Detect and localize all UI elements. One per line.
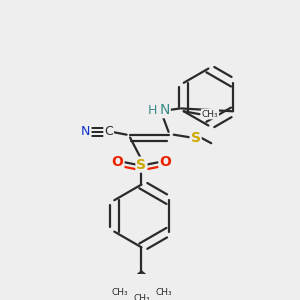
Text: S: S <box>136 158 146 172</box>
Text: CH₃: CH₃ <box>202 110 218 118</box>
Text: O: O <box>112 155 123 169</box>
Text: CH₃: CH₃ <box>155 288 172 297</box>
Text: CH₃: CH₃ <box>133 294 150 300</box>
Text: O: O <box>160 155 171 169</box>
Text: N: N <box>81 125 91 138</box>
Text: H: H <box>147 104 157 117</box>
Text: CH₃: CH₃ <box>111 288 128 297</box>
Text: C: C <box>104 125 113 138</box>
Text: S: S <box>190 130 201 145</box>
Text: N: N <box>159 103 170 117</box>
